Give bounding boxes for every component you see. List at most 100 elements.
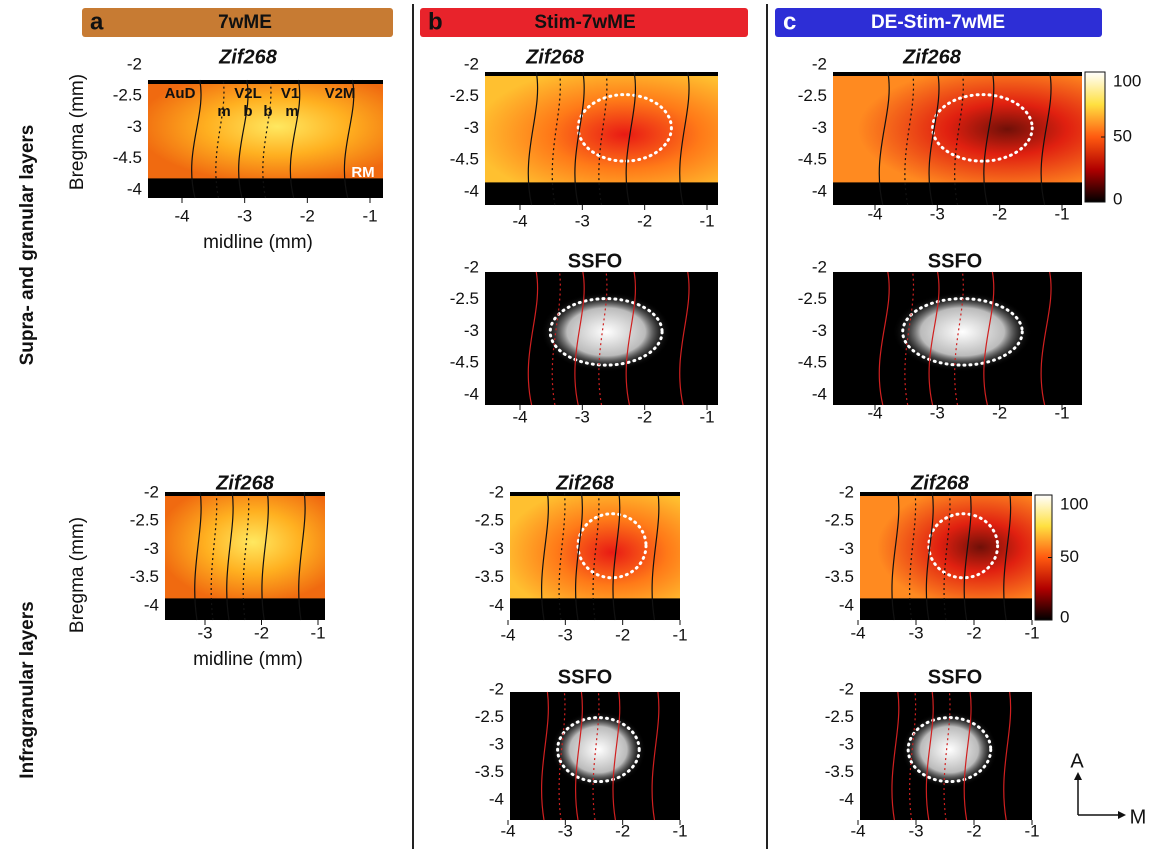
y-tick-label: -2	[812, 257, 827, 276]
map-title: Zif268	[525, 46, 585, 68]
y-tick-label: -4	[489, 595, 504, 614]
y-axis-label: Bregma (mm)	[67, 74, 88, 190]
area-border	[612, 691, 621, 821]
area-border	[575, 691, 583, 821]
y-tick-label: -4	[812, 181, 827, 200]
y-tick-label: -3.5	[475, 762, 504, 781]
y-tick-label: -3.5	[825, 762, 854, 781]
area-border	[598, 71, 608, 206]
x-tick-label: -1	[672, 821, 687, 840]
y-tick-label: -2	[489, 679, 504, 698]
region-label: b	[263, 103, 272, 120]
map	[485, 71, 718, 206]
y-tick-label: -2.5	[130, 511, 159, 530]
panel-header	[420, 8, 748, 37]
area-border	[574, 71, 585, 206]
area-border	[878, 271, 890, 406]
area-border	[215, 79, 225, 199]
y-tick-label: -2	[839, 482, 854, 501]
y-tick-label: -4	[464, 384, 479, 403]
area-border	[541, 491, 549, 621]
area-border	[558, 691, 566, 821]
panel-title: 7wME	[218, 12, 272, 33]
compass: A M	[1070, 750, 1146, 828]
y-tick-label: -3.5	[475, 567, 504, 586]
x-tick-label: -3	[237, 206, 252, 225]
y-tick-label: -4.5	[450, 150, 479, 169]
y-tick-label: -4	[144, 595, 159, 614]
area-border	[238, 79, 249, 199]
y-tick-label: -3	[144, 539, 159, 558]
y-tick-label: -2.5	[450, 289, 479, 308]
roi-outline	[576, 512, 648, 580]
x-tick-label: -2	[637, 407, 652, 426]
panel-title: Stim-7wME	[534, 12, 635, 33]
y-tick-label: -3	[812, 118, 827, 137]
area-border	[242, 491, 250, 621]
row-label: Supra- and granular layers	[17, 125, 38, 366]
x-axis-label: midline (mm)	[203, 232, 313, 253]
area-border	[909, 491, 917, 621]
area-border	[592, 691, 600, 821]
heatmap	[860, 496, 1032, 599]
y-tick-label: -4	[839, 789, 854, 808]
area-border	[954, 271, 964, 406]
panel-header	[775, 8, 1102, 37]
area-border	[551, 271, 561, 406]
heatmap	[485, 76, 718, 183]
area-border	[191, 79, 202, 199]
x-tick-label: -4	[174, 206, 189, 225]
heatmap	[833, 76, 1082, 183]
panel-title: DE-Stim-7wME	[871, 12, 1005, 33]
x-tick-label: -2	[254, 623, 269, 642]
x-tick-label: -1	[1024, 821, 1039, 840]
area-border	[527, 71, 539, 206]
x-tick-label: -1	[672, 625, 687, 644]
area-border	[592, 491, 600, 621]
x-tick-label: -2	[615, 625, 630, 644]
area-border	[289, 79, 301, 199]
area-border	[527, 271, 539, 406]
area-border	[904, 71, 915, 206]
x-tick-label: -1	[1054, 204, 1069, 223]
area-border	[261, 491, 269, 621]
y-tick-label: -3	[839, 539, 854, 558]
area-border	[575, 491, 583, 621]
y-tick-label: -4	[839, 595, 854, 614]
panel-letter: a	[90, 8, 104, 35]
area-border	[928, 271, 940, 406]
y-tick-label: -3	[464, 118, 479, 137]
x-tick-label: -2	[637, 211, 652, 230]
area-border	[612, 491, 621, 621]
map-title: Zif268	[910, 472, 970, 494]
area-border	[943, 491, 951, 621]
region-label: m	[217, 103, 230, 120]
y-tick-label: -3.5	[825, 567, 854, 586]
x-tick-label: -4	[512, 211, 527, 230]
region-label: RM	[351, 164, 374, 181]
map-title: Zif268	[215, 472, 275, 494]
y-tick-label: -2.5	[825, 511, 854, 530]
area-border	[983, 71, 995, 206]
x-tick-label: -4	[500, 821, 515, 840]
area-border	[1040, 271, 1052, 406]
area-border	[541, 691, 549, 821]
y-tick-label: -4	[812, 384, 827, 403]
y-tick-label: -2.5	[450, 86, 479, 105]
y-tick-label: -2.5	[113, 86, 142, 105]
area-border	[983, 271, 995, 406]
area-border	[679, 71, 690, 206]
x-tick-label: -3	[930, 403, 945, 422]
area-border	[194, 491, 202, 621]
x-tick-label: -1	[362, 206, 377, 225]
area-border	[574, 271, 585, 406]
area-border	[891, 691, 900, 821]
colorbar-label: 100	[1113, 71, 1141, 90]
y-tick-label: -3	[812, 321, 827, 340]
panel-letter: b	[428, 8, 443, 35]
area-border	[1040, 71, 1052, 206]
map-title: SSFO	[928, 250, 982, 272]
heatmap	[165, 496, 325, 599]
area-border	[551, 71, 561, 206]
